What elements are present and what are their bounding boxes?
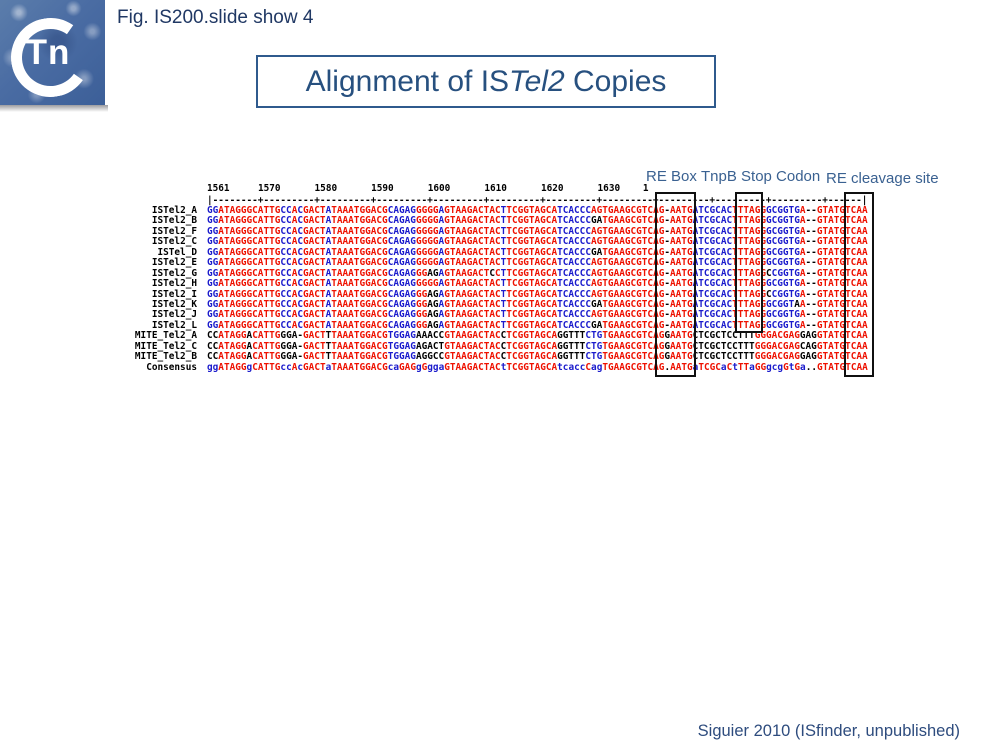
- citation: Siguier 2010 (ISfinder, unpublished): [697, 722, 960, 740]
- sequence-text: CCATAGGACATTGGGA-GACTTTAAATGGACGTGGAGAGG…: [207, 351, 868, 363]
- ruler-number: 1630: [597, 183, 621, 194]
- alignment-row: ISTel2_F GGATAGGGCATTGCCACGACTATAAATGGACG…: [10, 225, 868, 237]
- tnpb-stop-codon-label: TnpB Stop Codon: [701, 168, 821, 185]
- alignment-row: MITE_Tel2_B CCATAGGACATTGGGA-GACTTTAAATGG…: [10, 351, 868, 363]
- alignment-row: ISTel2_G GGATAGGGCATTGCCACGACTATAAATGGACG…: [10, 267, 868, 279]
- re-box-label: RE Box: [646, 168, 697, 185]
- sequence-text: GGATAGGGCATTGCCACGACTATAAATGGACGCAGAGGGG…: [207, 257, 868, 269]
- sequence-name: ISTel_D: [157, 246, 197, 258]
- sequence-text: GGATAGGGCATTGCCACGACTATAAATGGACGCAGAGGGG…: [207, 205, 868, 216]
- ruler-numbers: 1561 1570 1580 1590 1600 1610 1620 1630 1: [207, 183, 887, 195]
- ruler-ticks: |--------+---------+---------+---------+…: [207, 194, 868, 206]
- alignment-row: ISTel2_A GGATAGGGCATTGCCACGACTATAAATGGACG…: [10, 205, 868, 216]
- sequence-text: GGATAGGGCATTGCCACGACTATAAATGGACGCAGAGGGG…: [207, 215, 868, 227]
- sequence-name: ISTel2_K: [151, 298, 197, 310]
- sequence-text: ggATAGGgCATTGccAcGACTaTAAATGGACGcaGAGgGg…: [207, 361, 868, 373]
- re-cleavage-site-outline: [844, 192, 874, 377]
- alignment-row: ISTel2_J GGATAGGGCATTGCCACGACTATAAATGGACG…: [10, 309, 868, 321]
- sequence-name: MITE_Tel2_B: [134, 351, 197, 363]
- sequence-text: GGATAGGGCATTGCCACGACTATAAATGGACGCAGAGGGG…: [207, 246, 868, 258]
- sequence-name: MITE_Tel2_A: [134, 330, 197, 342]
- sequence-name: MITE_Tel2_C: [134, 340, 197, 352]
- sequence-name: ISTel2_L: [151, 319, 197, 331]
- ruler-number: 1580: [314, 183, 338, 194]
- sequence-text: GGATAGGGCATTGCCACGACTATAAATGGACGCAGAGGGA…: [207, 309, 868, 321]
- tn-logo: Tn: [0, 0, 105, 105]
- sequence-name: ISTel2_F: [151, 225, 197, 237]
- alignment-row: ISTel2_K GGATAGGGCATTGCCACGACTATAAATGGACG…: [10, 298, 868, 310]
- title-box: Alignment of IS Tel2 Copies: [256, 55, 716, 108]
- re-cleavage-site-label: RE cleavage site: [826, 170, 939, 187]
- ruler-number: 1590: [371, 183, 394, 194]
- sequence-text: GGATAGGGCATTGCCACGACTATAAATGGACGCAGAGGGG…: [207, 278, 868, 290]
- ruler-number: 1600: [427, 183, 451, 194]
- alignment-row: MITE_Tel2_C CCATAGGACATTGGGA-GACTTTAAATGG…: [10, 340, 868, 352]
- alignment-row: MITE_Tel2_A CCATAGGACATTGGGA-GACTTTAAATGG…: [10, 330, 868, 342]
- ruler-number: 1: [642, 183, 649, 194]
- sequence-name: Consensus: [146, 361, 197, 373]
- sequence-text: GGATAGGGCATTGCCACGACTATAAATGGACGCAGAGGGG…: [207, 225, 868, 237]
- alignment-row: Consensus ggATAGGgCATTGccAcGACTaTAAATGGAC…: [10, 361, 868, 373]
- sequence-text: GGATAGGGCATTGCCACGACTATAAATGGACGCAGAGGGG…: [207, 236, 868, 248]
- alignment-row: ISTel_D GGATAGGGCATTGCCACGACTATAAATGGACGC…: [10, 246, 868, 258]
- alignment-row: ISTel2_E GGATAGGGCATTGCCACGACTATAAATGGACG…: [10, 257, 868, 269]
- sequence-name: ISTel2_B: [151, 215, 197, 227]
- sequence-name: ISTel2_G: [151, 267, 197, 279]
- sequence-text: GGATAGGGCATTGCCACGACTATAAATGGACGCAGAGGGA…: [207, 288, 868, 300]
- sequence-name: ISTel2_I: [151, 288, 197, 300]
- tnpb-stop-codon-outline: [735, 192, 763, 333]
- fig-label: Fig. IS200.slide show 4: [117, 7, 314, 28]
- logo-tn-text: Tn: [25, 33, 71, 72]
- sequence-name: ISTel2_E: [151, 257, 197, 269]
- alignment-row: ISTel2_H GGATAGGGCATTGCCACGACTATAAATGGACG…: [10, 278, 868, 290]
- ruler-number: 1561: [207, 183, 230, 194]
- title-suffix: Copies: [564, 64, 667, 98]
- alignment-row: ISTel2_I GGATAGGGCATTGCCACGACTATAAATGGACG…: [10, 288, 868, 300]
- sequence-text: CCATAGGACATTGGGA-GACTTTAAATGGACGTGGAGAAA…: [207, 330, 868, 342]
- alignment-row: ISTel2_B GGATAGGGCATTGCCACGACTATAAATGGACG…: [10, 215, 868, 227]
- sequence-name: ISTel2_A: [151, 205, 197, 216]
- ruler-number: 1620: [540, 183, 564, 194]
- ruler-number: 1610: [484, 183, 507, 194]
- alignment-row: ISTel2_C GGATAGGGCATTGCCACGACTATAAATGGACG…: [10, 236, 868, 248]
- alignment-row: ISTel2_L GGATAGGGCATTGCCACGACTATAAATGGACG…: [10, 319, 868, 331]
- title-prefix: Alignment of IS: [305, 64, 510, 98]
- re-box-outline: [655, 192, 696, 377]
- sequence-text: GGATAGGGCATTGCCACGACTATAAATGGACGCAGAGGGA…: [207, 267, 868, 279]
- alignment-rows: ISTel2_A GGATAGGGCATTGCCACGACTATAAATGGACG…: [10, 205, 868, 373]
- ruler-number: 1570: [257, 183, 281, 194]
- sequence-name: ISTel2_H: [151, 278, 197, 290]
- sequence-text: CCATAGGACATTGGGA-GACTTTAAATGGACGTGGAGAGA…: [207, 340, 868, 352]
- sequence-text: GGATAGGGCATTGCCACGACTATAAATGGACGCAGAGGGA…: [207, 298, 868, 310]
- title-italic: Tel2: [509, 64, 565, 98]
- sequence-name: ISTel2_C: [151, 236, 197, 248]
- sequence-name: ISTel2_J: [151, 309, 197, 321]
- sequence-text: GGATAGGGCATTGCCACGACTATAAATGGACGCAGAGGGA…: [207, 319, 868, 331]
- logo-shadow: [0, 105, 108, 112]
